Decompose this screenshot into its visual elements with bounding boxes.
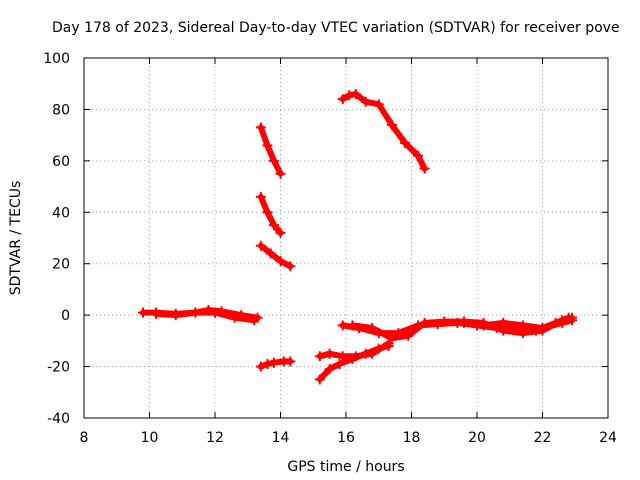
data-point-marker	[337, 320, 348, 331]
x-tick-label: 8	[80, 430, 89, 446]
data-point-marker	[314, 374, 325, 385]
data-point-marker	[265, 248, 276, 259]
y-tick-label: 60	[52, 154, 70, 170]
data-point-marker	[566, 315, 577, 326]
data-point-marker	[386, 119, 397, 130]
x-tick-label: 10	[141, 430, 159, 446]
data-point-marker	[439, 316, 450, 327]
data-point-marker	[255, 122, 266, 133]
data-point-marker	[419, 317, 430, 328]
data-point-marker	[314, 351, 325, 362]
x-axis-title: GPS time / hours	[287, 459, 404, 475]
data-point-marker	[210, 307, 220, 318]
data-point-marker	[268, 357, 279, 368]
data-point-marker	[367, 323, 378, 333]
data-point-marker	[517, 320, 528, 331]
data-point-marker	[367, 348, 378, 359]
data-point-marker	[262, 359, 273, 369]
data-point-marker	[403, 330, 414, 341]
y-tick-label: 40	[52, 205, 70, 221]
data-point-marker	[255, 361, 266, 372]
x-tick-label: 12	[206, 430, 224, 446]
data-point-marker	[337, 94, 348, 105]
data-point-marker	[478, 320, 489, 331]
data-point-marker	[268, 155, 279, 166]
data-point-marker	[285, 356, 296, 367]
data-point-marker	[262, 140, 273, 151]
y-axis-title: SDTVAR / TECUs	[8, 181, 24, 296]
data-point-marker	[337, 351, 348, 362]
chart-title: Day 178 of 2023, Sidereal Day-to-day VTE…	[52, 20, 620, 36]
y-tick-label: 20	[52, 257, 70, 273]
data-point-marker	[537, 323, 548, 333]
data-point-marker	[334, 359, 345, 369]
data-point-marker	[137, 307, 148, 318]
data-point-marker	[275, 168, 286, 179]
data-point-marker	[360, 96, 371, 107]
data-point-marker	[151, 308, 162, 319]
data-point-marker	[350, 351, 361, 362]
data-point-marker	[170, 310, 181, 321]
data-point-marker	[229, 312, 240, 323]
data-point-marker	[324, 348, 335, 359]
series-line-arc-5	[257, 242, 294, 270]
data-point-marker	[255, 191, 266, 202]
data-point-marker	[275, 256, 286, 267]
data-point-marker	[249, 315, 260, 326]
y-tick-label: 0	[61, 308, 70, 324]
x-tick-label: 20	[468, 430, 486, 446]
grid-layer	[84, 58, 608, 418]
data-point-marker	[350, 89, 361, 99]
data-point-marker	[255, 240, 266, 251]
data-point-marker	[557, 317, 568, 328]
series-line-arc-4	[257, 193, 284, 236]
data-point-marker	[373, 99, 384, 110]
x-tick-label: 22	[534, 430, 552, 446]
y-tick-label: -20	[47, 360, 70, 376]
data-point-marker	[344, 90, 355, 101]
data-point-marker	[347, 320, 358, 331]
data-point-marker	[386, 333, 397, 344]
data-point-marker	[383, 338, 394, 349]
data-point-marker	[413, 150, 424, 161]
series-layer	[137, 89, 577, 385]
data-point-marker	[268, 220, 279, 231]
x-tick-label: 14	[272, 430, 290, 446]
x-tick-label: 24	[599, 430, 617, 446]
data-point-marker	[324, 364, 335, 375]
y-tick-label: 80	[52, 102, 70, 118]
data-point-marker	[458, 317, 469, 328]
data-point-marker	[419, 163, 430, 174]
data-point-marker	[399, 137, 410, 148]
data-point-marker	[285, 261, 296, 272]
data-point-marker	[498, 317, 509, 328]
series-line-arc-3	[257, 124, 284, 177]
x-tick-label: 18	[403, 430, 421, 446]
data-point-marker	[262, 207, 273, 218]
x-tick-label: 16	[337, 430, 355, 446]
data-point-marker	[190, 307, 201, 318]
data-point-marker	[275, 227, 286, 238]
tick-layer: 8 10 12 14 16 18 20 22 24 -40 -20 0 20 40 60 80 100	[43, 51, 617, 446]
y-tick-label: -40	[47, 411, 70, 427]
y-tick-label: 100	[43, 51, 70, 67]
